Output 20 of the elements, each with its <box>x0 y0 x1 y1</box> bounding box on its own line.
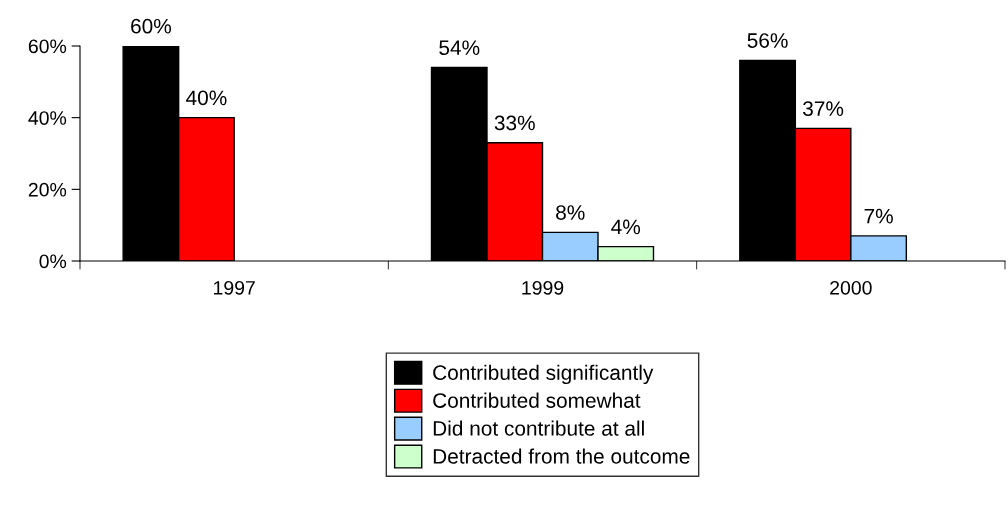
x-tick-label: 1997 <box>214 280 255 295</box>
legend-label: Contributed somewhat <box>433 392 641 408</box>
text: 33% <box>494 115 535 131</box>
legend-label: Contributed significantly <box>433 364 654 385</box>
text: 4% <box>611 219 641 235</box>
x-tick-label: 2000 <box>830 280 872 295</box>
text: 8% <box>556 205 585 220</box>
legend-label: Did not contribute at all <box>433 420 644 436</box>
y-tick-label: 40% <box>28 111 67 125</box>
text: 60% <box>131 18 172 34</box>
text: 7% <box>864 208 893 224</box>
y-tick-label: 0% <box>39 254 67 269</box>
text: 56% <box>747 33 788 48</box>
y-tick-label: 20% <box>28 182 67 197</box>
text: 54% <box>439 40 480 56</box>
x-tick-label: 1999 <box>522 280 564 295</box>
text: 37% <box>803 101 844 116</box>
legend-label: Detracted from the outcome <box>433 448 690 464</box>
y-tick-label: 60% <box>28 39 67 54</box>
text: 40% <box>186 90 227 106</box>
